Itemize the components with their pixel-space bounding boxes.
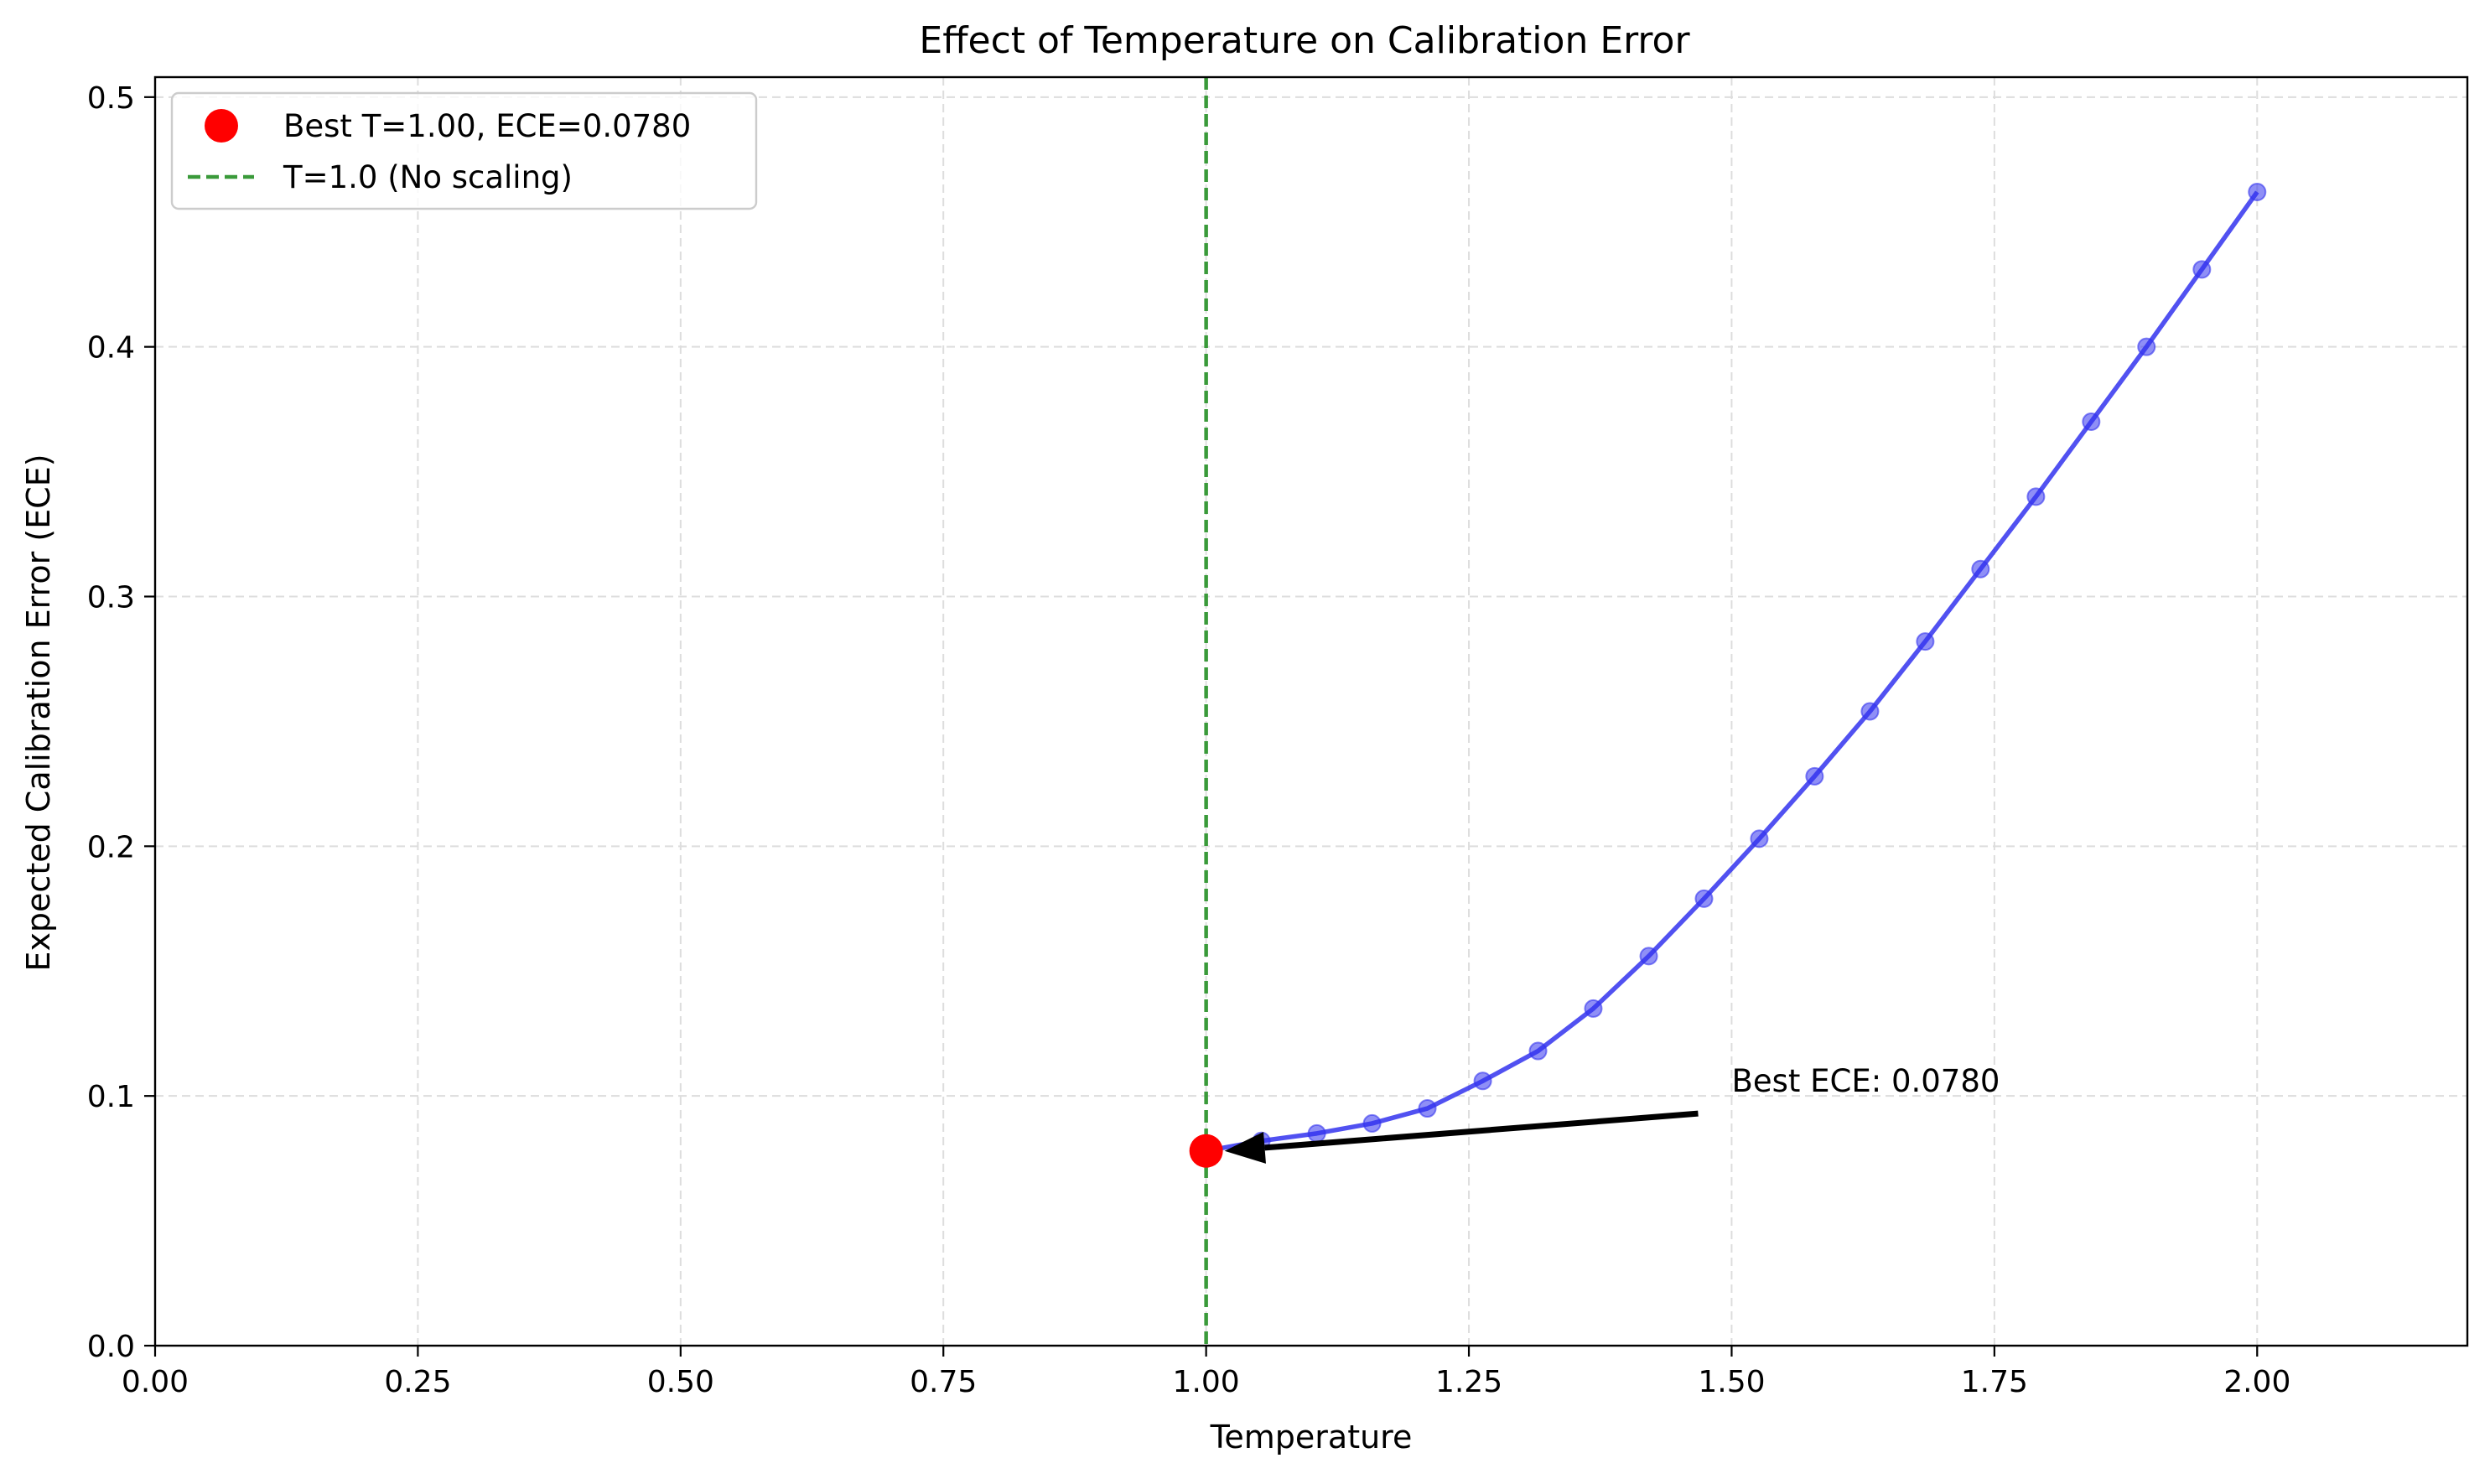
ece-data-point (1971, 559, 1990, 579)
y-axis-label: Expected Calibration Error (ECE) (20, 454, 57, 971)
ece-data-point (2137, 337, 2156, 356)
y-tick-label: 0.3 (87, 580, 135, 615)
legend-best-label: Best T=1.00, ECE=0.0780 (283, 108, 691, 144)
x-tick-label: 0.25 (384, 1365, 451, 1399)
x-tick-label: 1.00 (1173, 1365, 1240, 1399)
y-tick-label: 0.0 (87, 1330, 135, 1364)
ece-data-point (1473, 1071, 1492, 1091)
y-tick-label: 0.5 (87, 81, 135, 116)
ece-data-point (1916, 632, 1935, 651)
plot-area (1189, 77, 2267, 1346)
axes-frame (153, 75, 2469, 1347)
ece-data-point (2026, 487, 2046, 506)
annotation-arrow-shaft (1264, 1110, 1699, 1151)
x-tick-label: 0.50 (647, 1365, 714, 1399)
ece-data-point (1418, 1099, 1437, 1118)
legend-reference-label: T=1.0 (No scaling) (283, 159, 573, 195)
best-ece-annotation: Best ECE: 0.0780 (1731, 1063, 2000, 1099)
x-tick-label: 0.75 (910, 1365, 977, 1399)
legend: Best T=1.00, ECE=0.0780 T=1.0 (No scalin… (170, 91, 758, 210)
ece-data-point (1362, 1113, 1382, 1133)
y-tick-label: 0.1 (87, 1080, 135, 1114)
legend-best-marker (205, 109, 238, 143)
chart-title: Effect of Temperature on Calibration Err… (919, 19, 1690, 62)
ece-data-point (1694, 889, 1714, 908)
ece-data-point (1860, 702, 1880, 721)
annotation-arrow-head (1224, 1131, 1266, 1164)
ece-data-point (1750, 829, 1769, 848)
ece-data-point (1307, 1123, 1326, 1143)
axis-ticks: 0.00 0.25 0.50 0.75 1.00 1.25 1.50 1.75 2.00 0.0 0… (87, 81, 2291, 1399)
ece-data-point (2248, 183, 2267, 202)
x-tick-label: 2.00 (2223, 1365, 2290, 1399)
x-tick-label: 1.75 (1961, 1365, 2028, 1399)
y-tick-label: 0.2 (87, 830, 135, 864)
best-point-marker (1189, 1134, 1223, 1168)
x-tick-label: 1.50 (1698, 1365, 1765, 1399)
x-axis-label: Temperature (1210, 1419, 1413, 1455)
y-tick-label: 0.4 (87, 331, 135, 366)
ece-data-point (1528, 1041, 1548, 1061)
ece-data-point (1805, 766, 1824, 786)
x-tick-label: 0.00 (122, 1365, 189, 1399)
ece-data-point (1584, 999, 1603, 1018)
ece-series-line (1206, 190, 2259, 1154)
ece-data-point (1639, 947, 1658, 966)
ece-data-point (2192, 260, 2212, 279)
legend-box (170, 91, 758, 210)
x-tick-label: 1.25 (1435, 1365, 1502, 1399)
ece-data-point (2082, 413, 2101, 432)
